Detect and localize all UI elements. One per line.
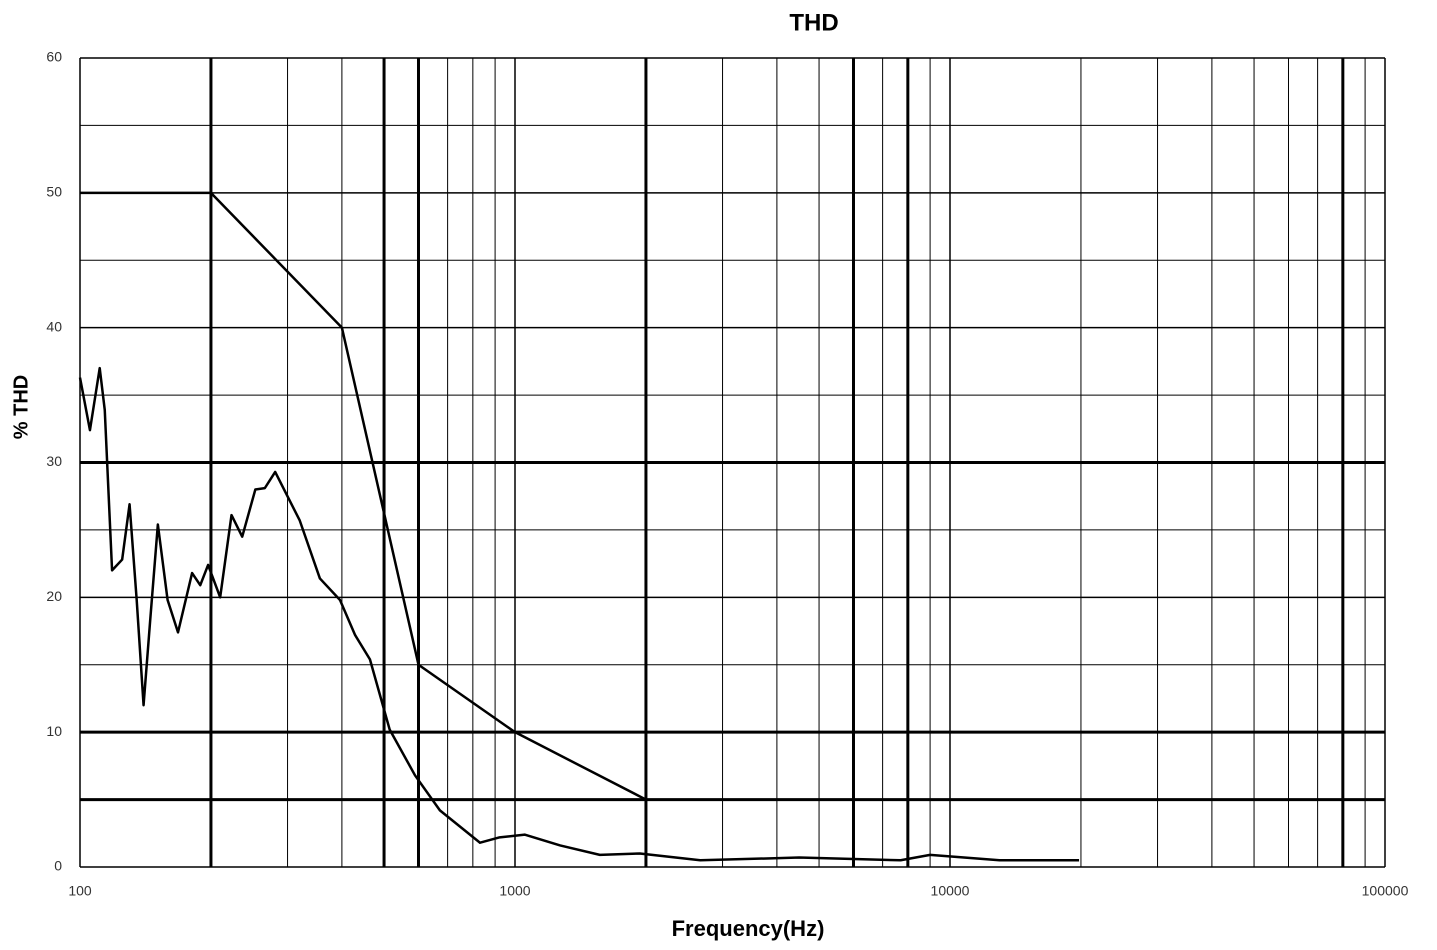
- chart-title: THD: [789, 9, 838, 36]
- x-tick-label: 100: [68, 883, 92, 899]
- x-axis-label: Frequency(Hz): [672, 916, 825, 941]
- y-tick-label: 10: [46, 723, 62, 739]
- y-tick-label: 20: [46, 588, 62, 604]
- x-tick-label: 10000: [931, 883, 970, 899]
- x-tick-label: 100000: [1362, 883, 1409, 899]
- y-tick-label: 50: [46, 184, 62, 200]
- y-tick-label: 40: [46, 318, 62, 334]
- line-series: [80, 191, 647, 801]
- y-tick-label: 0: [54, 858, 62, 874]
- y-axis-label: % THD: [10, 375, 32, 439]
- y-tick-label: 30: [46, 453, 62, 469]
- x-tick-label: 1000: [499, 883, 530, 899]
- y-tick-label: 60: [46, 49, 62, 65]
- line-series: [78, 366, 1080, 862]
